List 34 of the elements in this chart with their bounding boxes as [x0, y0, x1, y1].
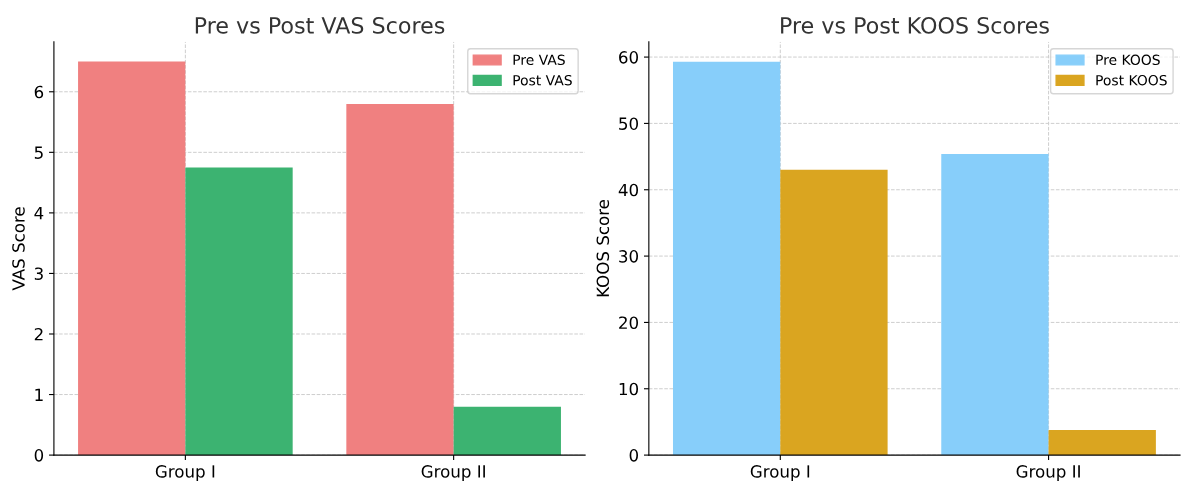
- y-tick-label: 40: [618, 183, 639, 197]
- y-axis-title: KOOS Score: [596, 199, 610, 297]
- legend-label: Pre KOOS: [1096, 54, 1160, 66]
- y-tick-label: 6: [34, 85, 44, 99]
- bar: [780, 169, 888, 456]
- y-axis-title: VAS Score: [12, 207, 25, 291]
- bar: [453, 406, 561, 456]
- bar: [1048, 429, 1156, 456]
- chart-title: Pre vs Post VAS Scores: [195, 16, 445, 34]
- y-tick-label: 20: [619, 316, 639, 329]
- bar: [672, 61, 781, 456]
- y-tick-label: 0: [629, 449, 639, 462]
- y-tick-label: 60: [619, 51, 639, 64]
- y-tick-label: 0: [34, 449, 44, 462]
- y-tick-label: 3: [34, 267, 43, 281]
- x-tick-label: Group II: [421, 465, 485, 481]
- bar: [346, 103, 454, 456]
- y-tick-label: 30: [619, 250, 639, 263]
- legend-label: Pre VAS: [513, 54, 565, 66]
- y-tick-label: 50: [619, 117, 639, 130]
- bar: [78, 61, 186, 456]
- y-tick-label: 5: [34, 146, 43, 159]
- bar: [185, 167, 293, 456]
- bar: [941, 153, 1049, 456]
- x-tick-label: Group I: [750, 465, 810, 481]
- x-tick-label: Group II: [1016, 465, 1080, 481]
- legend-label: Post KOOS: [1096, 74, 1167, 86]
- y-tick-label: 4: [34, 207, 44, 220]
- chart-title: Pre vs Post KOOS Scores: [781, 16, 1049, 34]
- legend-label: Post VAS: [513, 74, 572, 86]
- x-tick-label: Group I: [155, 465, 215, 481]
- y-tick-label: 10: [619, 382, 639, 396]
- y-tick-label: 1: [35, 388, 43, 401]
- y-tick-label: 2: [34, 327, 43, 341]
